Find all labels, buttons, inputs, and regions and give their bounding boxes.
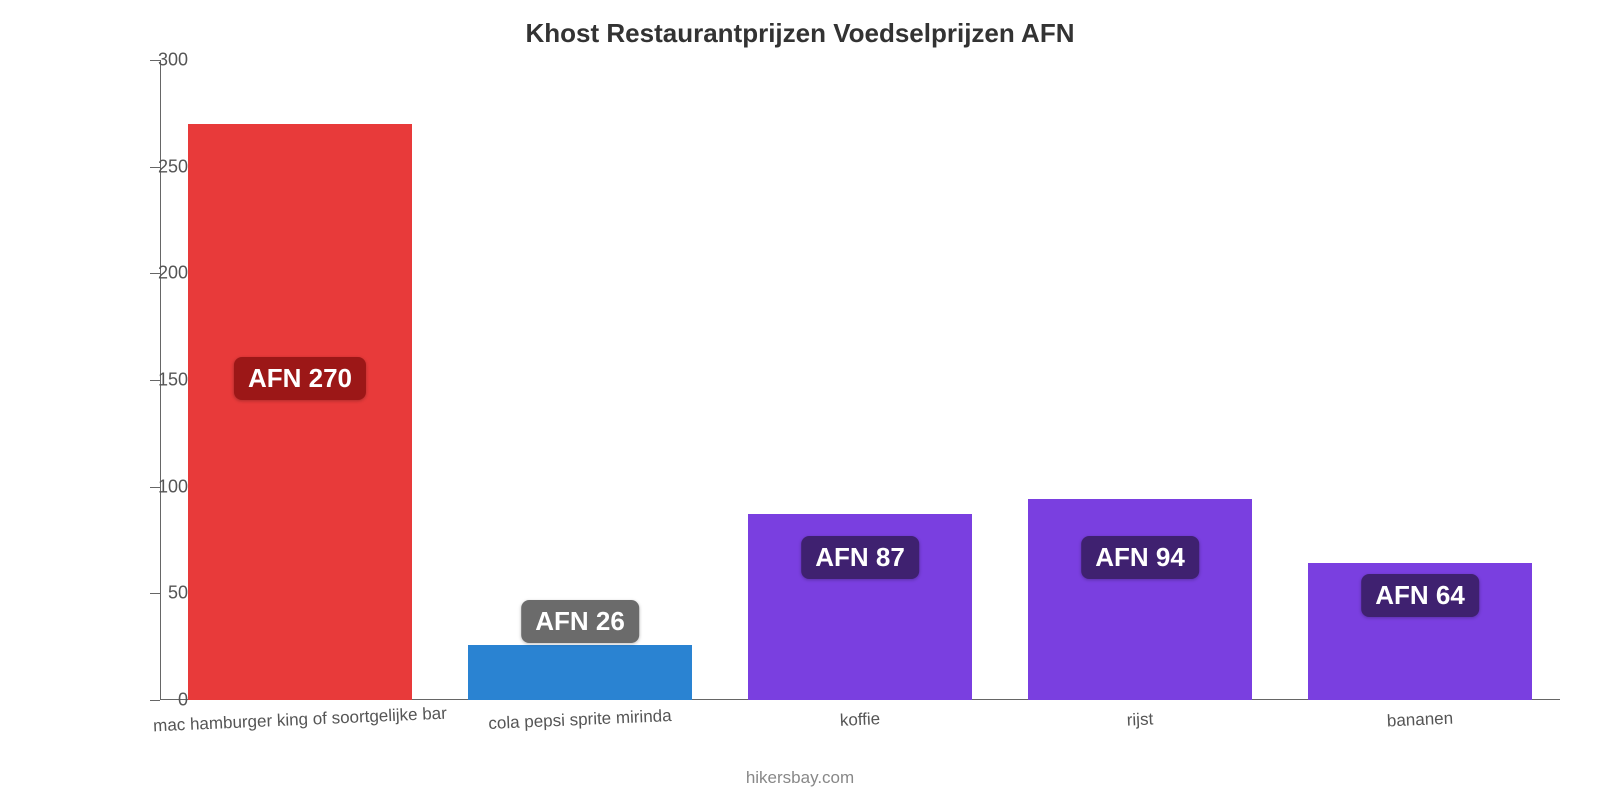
bar [188, 124, 412, 700]
value-badge: AFN 270 [234, 357, 366, 400]
value-badge: AFN 26 [521, 600, 639, 643]
y-tick-label: 100 [128, 476, 188, 497]
y-tick-label: 150 [128, 370, 188, 391]
y-tick-label: 0 [128, 690, 188, 711]
chart-title: Khost Restaurantprijzen Voedselprijzen A… [0, 18, 1600, 49]
bar [1028, 499, 1252, 700]
bar [468, 645, 692, 700]
x-category-label: rijst [1126, 709, 1153, 730]
y-tick-label: 50 [128, 583, 188, 604]
x-category-label: cola pepsi sprite mirinda [488, 706, 672, 734]
y-tick-label: 200 [128, 263, 188, 284]
plot-area: AFN 270 AFN 26 AFN 87 AFN 94 AFN 64 [160, 60, 1560, 700]
attribution-text: hikersbay.com [0, 768, 1600, 788]
value-badge: AFN 87 [801, 536, 919, 579]
bar-chart: Khost Restaurantprijzen Voedselprijzen A… [0, 0, 1600, 800]
x-category-label: koffie [839, 709, 880, 731]
x-category-label: mac hamburger king of soortgelijke bar [153, 704, 447, 737]
y-tick-label: 300 [128, 50, 188, 71]
value-badge: AFN 94 [1081, 536, 1199, 579]
x-category-label: bananen [1387, 709, 1454, 732]
y-tick-label: 250 [128, 156, 188, 177]
value-badge: AFN 64 [1361, 574, 1479, 617]
